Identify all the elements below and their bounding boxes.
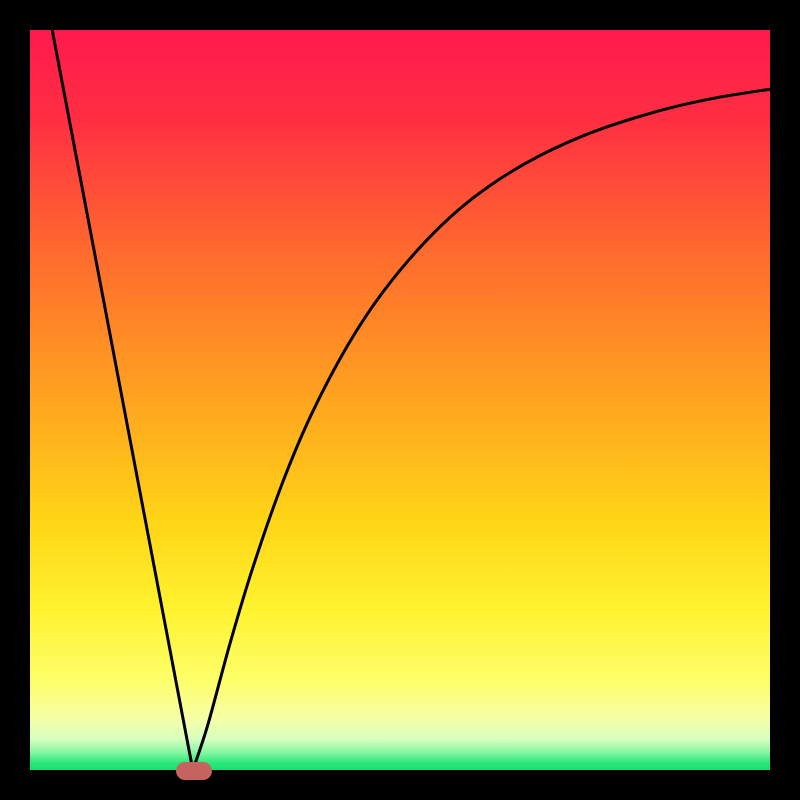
optimal-point-marker — [176, 762, 212, 780]
plot-area — [0, 0, 800, 800]
bottleneck-curve — [30, 30, 770, 770]
chart-frame: TheBottleneck.com — [0, 0, 800, 800]
